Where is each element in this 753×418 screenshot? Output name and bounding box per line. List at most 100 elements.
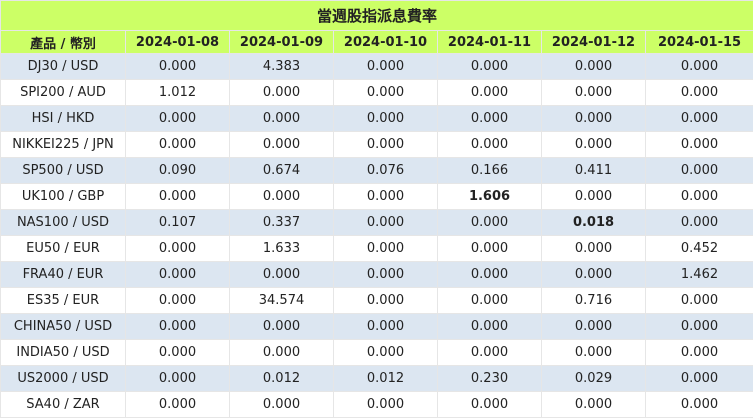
rate-cell: 0.000 — [438, 314, 542, 340]
rate-cell: 0.337 — [230, 210, 334, 236]
rate-cell: 0.000 — [230, 80, 334, 106]
rate-cell: 34.574 — [230, 288, 334, 314]
rate-cell: 0.000 — [334, 262, 438, 288]
rate-cell: 0.000 — [334, 54, 438, 80]
rate-cell: 0.000 — [646, 54, 753, 80]
rate-cell: 0.090 — [126, 158, 230, 184]
rate-cell: 0.000 — [646, 184, 753, 210]
product-cell: SPI200 / AUD — [1, 80, 126, 106]
product-cell: NIKKEI225 / JPN — [1, 132, 126, 158]
rate-cell: 1.606 — [438, 184, 542, 210]
rate-cell: 0.674 — [230, 158, 334, 184]
rate-cell: 0.000 — [646, 392, 753, 418]
rate-cell: 0.000 — [646, 288, 753, 314]
rate-cell: 0.000 — [334, 80, 438, 106]
rate-cell: 0.012 — [230, 366, 334, 392]
rate-cell: 0.000 — [542, 392, 646, 418]
rate-cell: 0.000 — [334, 392, 438, 418]
rate-cell: 0.000 — [126, 236, 230, 262]
rate-cell: 0.000 — [438, 132, 542, 158]
rate-cell: 0.000 — [126, 262, 230, 288]
rate-cell: 0.000 — [126, 392, 230, 418]
rate-cell: 0.000 — [230, 314, 334, 340]
header-cell: 2024-01-08 — [126, 31, 230, 54]
header-cell: 2024-01-11 — [438, 31, 542, 54]
rate-cell: 0.000 — [542, 184, 646, 210]
rate-cell: 1.633 — [230, 236, 334, 262]
rate-cell: 0.000 — [646, 80, 753, 106]
rate-cell: 0.000 — [438, 288, 542, 314]
rate-cell: 0.000 — [542, 80, 646, 106]
rate-cell: 0.000 — [438, 80, 542, 106]
rate-cell: 0.230 — [438, 366, 542, 392]
rate-cell: 0.000 — [646, 210, 753, 236]
rate-cell: 0.012 — [334, 366, 438, 392]
rate-cell: 0.000 — [126, 314, 230, 340]
rate-cell: 0.000 — [230, 340, 334, 366]
rate-cell: 0.000 — [230, 106, 334, 132]
rate-cell: 0.000 — [542, 262, 646, 288]
rate-cell: 0.000 — [646, 340, 753, 366]
rate-cell: 0.029 — [542, 366, 646, 392]
rate-cell: 0.000 — [126, 106, 230, 132]
rate-cell: 4.383 — [230, 54, 334, 80]
header-cell: 2024-01-15 — [646, 31, 753, 54]
rate-cell: 0.000 — [646, 366, 753, 392]
product-cell: EU50 / EUR — [1, 236, 126, 262]
rate-cell: 0.000 — [334, 340, 438, 366]
product-cell: UK100 / GBP — [1, 184, 126, 210]
product-cell: HSI / HKD — [1, 106, 126, 132]
rate-cell: 1.012 — [126, 80, 230, 106]
rate-cell: 0.000 — [334, 184, 438, 210]
rate-cell: 0.000 — [126, 184, 230, 210]
header-cell: 2024-01-12 — [542, 31, 646, 54]
rate-cell: 0.000 — [646, 106, 753, 132]
rate-cell: 0.000 — [334, 132, 438, 158]
product-cell: DJ30 / USD — [1, 54, 126, 80]
rate-cell: 0.076 — [334, 158, 438, 184]
rate-cell: 0.452 — [646, 236, 753, 262]
rate-cell: 0.000 — [334, 314, 438, 340]
rate-cell: 0.018 — [542, 210, 646, 236]
rate-cell: 0.000 — [334, 288, 438, 314]
header-cell: 2024-01-10 — [334, 31, 438, 54]
table-title: 當週股指派息費率 — [1, 1, 753, 31]
rate-cell: 0.000 — [646, 158, 753, 184]
rate-cell: 0.000 — [542, 314, 646, 340]
rate-cell: 0.000 — [438, 236, 542, 262]
header-cell: 產品 / 幣別 — [1, 31, 126, 54]
rate-cell: 0.000 — [542, 54, 646, 80]
rate-cell: 0.000 — [230, 262, 334, 288]
rate-cell: 0.000 — [542, 106, 646, 132]
rate-cell: 0.000 — [334, 236, 438, 262]
rate-cell: 0.000 — [126, 54, 230, 80]
header-cell: 2024-01-09 — [230, 31, 334, 54]
rate-cell: 0.000 — [334, 106, 438, 132]
product-cell: SA40 / ZAR — [1, 392, 126, 418]
rate-cell: 0.000 — [542, 132, 646, 158]
rate-cell: 0.107 — [126, 210, 230, 236]
rate-cell: 0.000 — [230, 392, 334, 418]
product-cell: US2000 / USD — [1, 366, 126, 392]
product-cell: INDIA50 / USD — [1, 340, 126, 366]
rate-cell: 0.000 — [438, 210, 542, 236]
rate-cell: 0.000 — [126, 132, 230, 158]
rate-cell: 0.000 — [230, 184, 334, 210]
rate-cell: 0.000 — [126, 340, 230, 366]
